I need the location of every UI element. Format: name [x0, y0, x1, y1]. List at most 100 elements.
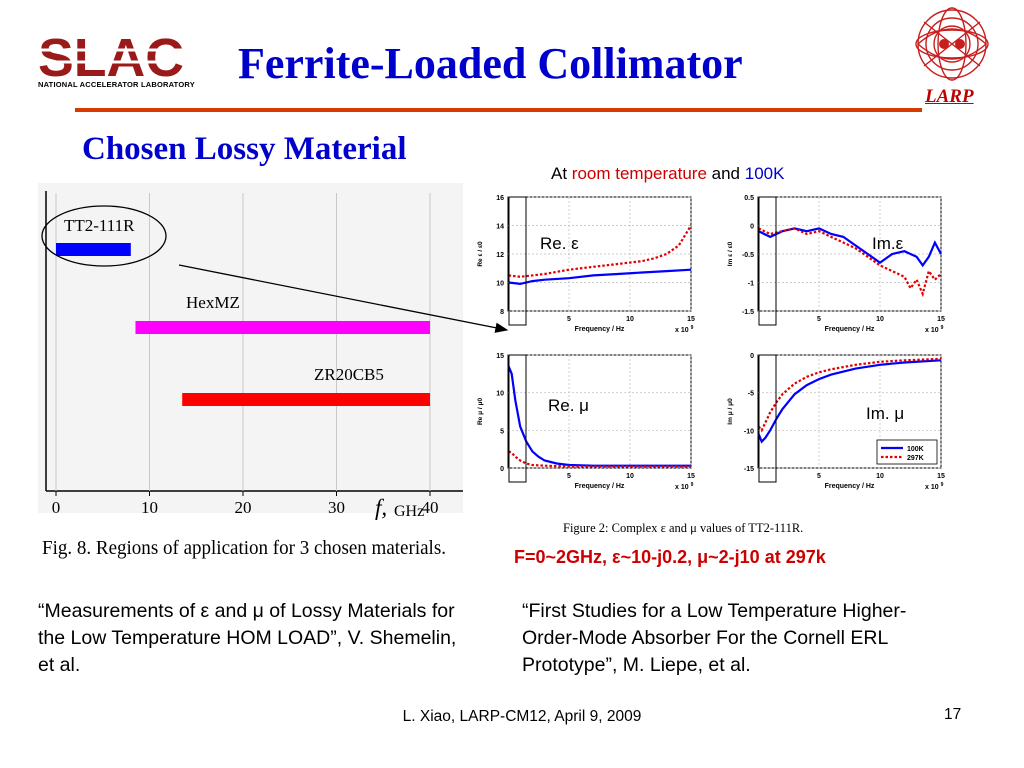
fig2-x-tick-label: 5 — [567, 316, 571, 323]
fig2-xlabel: Frequency / Hz — [825, 326, 875, 333]
slide-subtitle: Chosen Lossy Material — [82, 131, 407, 167]
fig8-bar-zr20cb5 — [182, 393, 430, 406]
fig2-y-tick-label: 14 — [496, 224, 504, 231]
fig2-series-297k — [757, 357, 942, 433]
fig2-xlabel: Frequency / Hz — [575, 483, 625, 490]
fig2-x-multiplier: x 10 9 — [675, 325, 694, 334]
reference-left: “Measurements of ε and μ of Lossy Materi… — [38, 600, 457, 676]
fig8-grid — [55, 193, 431, 496]
fig2-y-tick-label: 12 — [496, 252, 504, 259]
fig2-y-tick-label: 16 — [496, 195, 504, 202]
temperature-note: At room temperature and 100K — [551, 164, 784, 184]
fig2-panel-im_mu: -15 -10 -5 0 5 10 15 Frequency / Hz x 10 9 Im μ /… — [727, 353, 945, 491]
fig2-y-tick-label: 8 — [500, 309, 504, 316]
fig2-panel-frame — [507, 196, 692, 312]
low-frequency-highlight-box — [758, 196, 777, 326]
fig2-x-tick-label: 10 — [876, 316, 884, 323]
fig2-x-tick-label: 5 — [817, 316, 821, 323]
fig8-tick-label: 10 — [141, 498, 158, 517]
summary-values: F=0~2GHz, ε~10-j0.2, μ~2-j10 at 297k — [514, 547, 826, 567]
temp-note-prefix: At — [551, 164, 572, 183]
low-frequency-highlight-box — [508, 354, 527, 483]
fig2-y-tick-label: -1 — [748, 281, 754, 288]
fig2-ylabel: Im ε / ε0 — [727, 241, 734, 266]
slac-logo-text: SLAC — [38, 28, 184, 88]
fig2-x-multiplier-base: x 10 — [675, 484, 691, 491]
fig2-panel-label: Re. ε — [540, 234, 579, 253]
fig2-x-multiplier: x 10 9 — [925, 482, 944, 491]
fig2-legend-box — [876, 439, 938, 465]
fig2-x-tick-label: 5 — [567, 473, 571, 480]
fig2-xlabel: Frequency / Hz — [825, 483, 875, 490]
fig2-panels: 8 10 12 14 16 5 10 15 Frequency / Hz x 10 9 Re ε /… — [477, 195, 945, 491]
tt2-highlight-ellipse — [41, 205, 167, 267]
fig2-y-tick-label: 0 — [750, 353, 754, 360]
fig2-y-tick-label: -10 — [744, 428, 754, 435]
fig8-tick-label: 0 — [52, 498, 61, 517]
fig2-x-tick-label: 15 — [687, 473, 695, 480]
fig2-legend-label: 100K — [907, 446, 924, 453]
temp-note-room: room temperature — [571, 164, 707, 183]
fig2-series-297k — [758, 227, 942, 298]
fig2-x-tick-label: 10 — [626, 473, 634, 480]
fig2-legend: 100K 297K — [876, 439, 938, 465]
fig2-x-multiplier-exp: 9 — [941, 482, 944, 488]
fig2-y-tick-label: -1.5 — [742, 309, 754, 316]
fig2-panel-im_eps: -1.5 -1 -0.5 0 0.5 5 10 15 Frequency / Hz x 10 9 I… — [727, 195, 945, 334]
fig8-bar-label: HexMZ — [186, 293, 240, 312]
fig2-x-tick-label: 5 — [817, 473, 821, 480]
fig2-panel-frame — [507, 354, 692, 469]
reference-right: “First Studies for a Low Temperature Hig… — [522, 600, 907, 676]
fig2-series-100k — [758, 227, 942, 268]
fig8-x-ticks: 0 10 20 30 40 — [52, 498, 439, 517]
fig2-x-multiplier-exp: 9 — [691, 482, 694, 488]
fig2-caption: Figure 2: Complex ε and μ values of TT2-… — [563, 521, 804, 535]
fig2-x-tick-label: 10 — [876, 473, 884, 480]
fig2-panel-re_eps: 8 10 12 14 16 5 10 15 Frequency / Hz x 10 9 Re ε /… — [477, 195, 695, 334]
fig2-x-multiplier: x 10 9 — [925, 325, 944, 334]
fig8-tick-label: 20 — [235, 498, 252, 517]
fig2-panel-frame — [757, 196, 942, 312]
fig2-series-100k — [757, 359, 942, 444]
fig8-tick-label: 40 — [422, 498, 439, 517]
fig8-background — [38, 183, 463, 513]
fig2-y-tick-label: 0 — [500, 466, 504, 473]
fig2-legend-label: 297K — [907, 455, 924, 462]
fig2-y-tick-label: 10 — [496, 391, 504, 398]
fig2-x-multiplier-base: x 10 — [925, 484, 941, 491]
fig8-xlabel-unit: GHz — [394, 503, 424, 520]
footer-credit: L. Xiao, LARP-CM12, April 9, 2009 — [402, 708, 642, 725]
fig2-y-tick-label: 0.5 — [744, 195, 754, 202]
fig2-panel-label: Re. μ — [548, 396, 589, 415]
fig2-y-tick-label: -0.5 — [742, 252, 754, 259]
fig8-bar-tt2-111r — [56, 243, 131, 256]
fig2-panel-label: Im.ε — [872, 234, 904, 253]
fig2-y-tick-label: 15 — [496, 353, 504, 360]
fig2-ylabel: Im μ / μ0 — [727, 398, 734, 425]
fig8-xlabel-f: f, — [375, 495, 387, 520]
fig8-tick-label: 30 — [328, 498, 345, 517]
fig2-panel-label: Im. μ — [866, 404, 904, 423]
larp-logo-icon — [915, 7, 989, 81]
temp-note-and: and — [706, 164, 745, 183]
fig2-x-tick-label: 15 — [687, 316, 695, 323]
fig8-material-ranges-chart: TT2-111R HexMZ ZR20CB5 0 10 20 30 40 f, GHz Fi… — [38, 183, 463, 559]
fig2-x-multiplier-exp: 9 — [691, 325, 694, 331]
low-frequency-highlight-box — [758, 354, 777, 483]
fig2-x-tick-label: 15 — [937, 473, 945, 480]
fig2-series-297k — [508, 450, 691, 468]
fig2-x-tick-label: 15 — [937, 316, 945, 323]
fig2-ylabel: Re ε / ε0 — [477, 241, 484, 267]
fig8-bar-label: TT2-111R — [64, 216, 135, 235]
fig2-permittivity-permeability-chart: 8 10 12 14 16 5 10 15 Frequency / Hz x 10 9 Re ε /… — [477, 195, 945, 491]
fig8-bar-label: ZR20CB5 — [314, 365, 384, 384]
fig2-panel-re_mu: 0 5 10 15 5 10 15 Frequency / Hz x 10 9 Re μ / μ0 — [477, 353, 695, 491]
fig2-ylabel: Re μ / μ0 — [477, 398, 484, 425]
fig2-x-multiplier-base: x 10 — [675, 327, 691, 334]
larp-label: LARP — [925, 86, 974, 107]
fig8-caption: Fig. 8. Regions of application for 3 cho… — [42, 537, 446, 559]
page-title: Ferrite-Loaded Collimator — [238, 39, 743, 88]
fig8-bar-hexmz — [135, 321, 430, 334]
fig2-x-multiplier-base: x 10 — [925, 327, 941, 334]
fig2-x-tick-label: 10 — [626, 316, 634, 323]
